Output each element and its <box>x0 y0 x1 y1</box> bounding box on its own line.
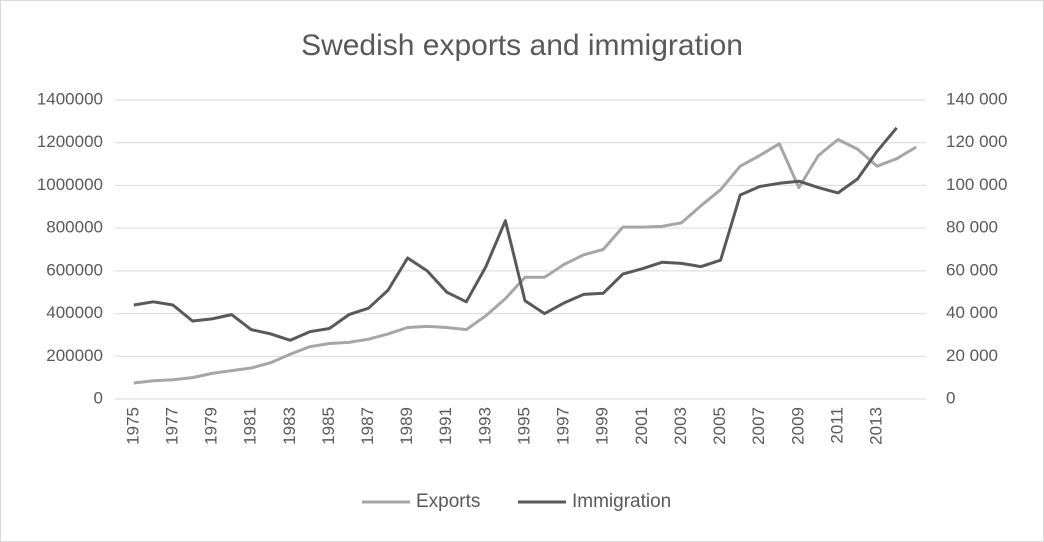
x-tick-label: 1989 <box>397 407 416 445</box>
y2-tick-label: 120 000 <box>946 132 1007 151</box>
x-tick-label: 2003 <box>671 407 690 445</box>
y2-tick-label: 80 000 <box>946 218 998 237</box>
x-tick-label: 1985 <box>319 407 338 445</box>
x-tick-label: 2009 <box>788 407 807 445</box>
x-tick-label: 2005 <box>710 407 729 445</box>
x-tick-label: 1975 <box>123 407 142 445</box>
y-tick-label: 0 <box>94 388 103 407</box>
x-tick-label: 2011 <box>827 407 846 444</box>
legend-label: Immigration <box>572 491 671 512</box>
legend-label: Exports <box>416 491 480 512</box>
x-tick-label: 1999 <box>593 407 612 445</box>
y-tick-label: 1200000 <box>37 132 103 151</box>
series-line <box>133 126 898 342</box>
chart-title: Swedish exports and immigration <box>301 29 743 62</box>
y2-tick-label: 100 000 <box>946 175 1007 194</box>
x-tick-label: 2007 <box>749 407 768 445</box>
x-tick-label: 1981 <box>241 407 260 445</box>
x-tick-label: 1987 <box>358 407 377 445</box>
y2-tick-label: 20 000 <box>946 346 998 365</box>
y-tick-label: 200000 <box>46 346 103 365</box>
y-tick-label: 1000000 <box>37 175 103 194</box>
x-tick-label: 1995 <box>514 407 533 445</box>
y2-tick-label: 0 <box>946 388 955 407</box>
x-tick-label: 2001 <box>632 407 651 445</box>
y2-tick-label: 60 000 <box>946 260 998 279</box>
y-tick-label: 600000 <box>46 260 103 279</box>
y2-tick-label: 140 000 <box>946 89 1007 108</box>
y2-tick-label: 40 000 <box>946 303 998 322</box>
x-tick-label: 1977 <box>162 407 181 445</box>
x-tick-label: 2013 <box>867 407 886 445</box>
x-tick-label: 1991 <box>436 407 455 445</box>
y-tick-label: 1400000 <box>37 89 103 108</box>
x-tick-label: 1979 <box>202 407 221 445</box>
x-tick-label: 1997 <box>554 407 573 445</box>
x-tick-label: 1993 <box>475 407 494 445</box>
y-tick-label: 400000 <box>46 303 103 322</box>
series-line <box>133 138 917 385</box>
x-tick-label: 1983 <box>280 407 299 445</box>
y-tick-label: 800000 <box>46 218 103 237</box>
